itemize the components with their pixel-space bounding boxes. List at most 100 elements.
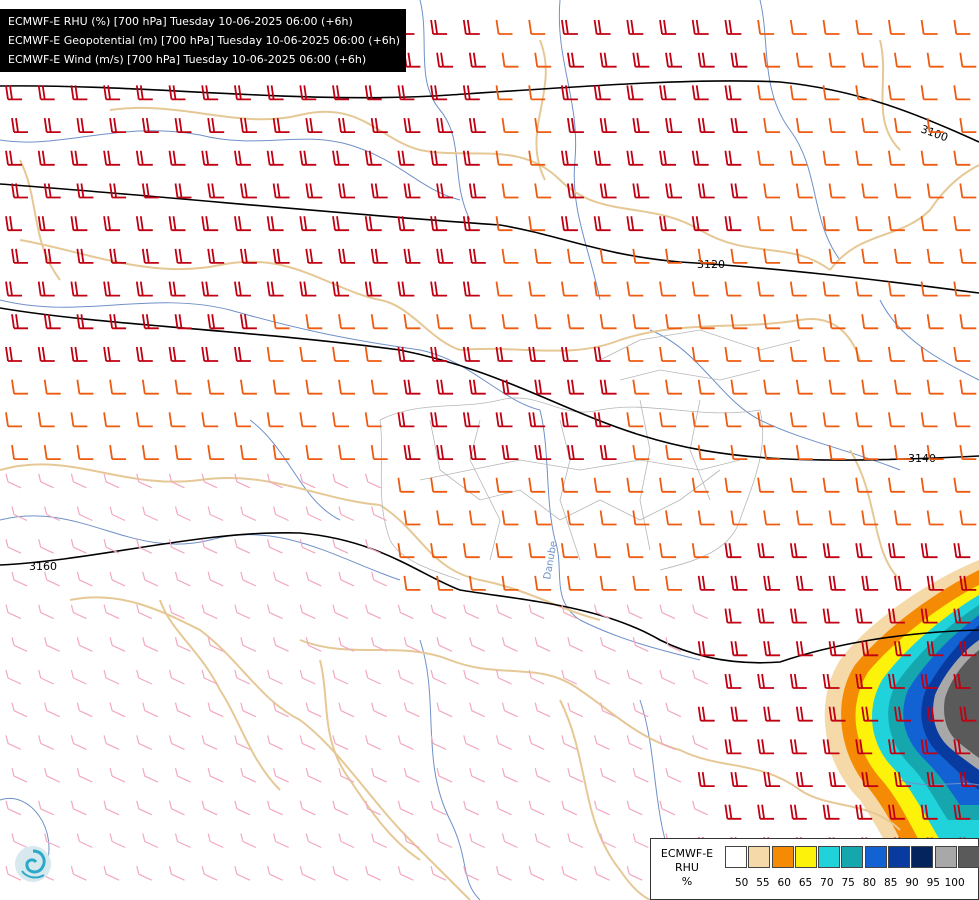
wind-barb <box>763 641 781 657</box>
wind-barb <box>828 706 846 722</box>
wind-barb <box>561 150 578 166</box>
wind-barb <box>5 539 22 554</box>
wind-barb <box>37 150 55 166</box>
wind-barb <box>724 673 742 689</box>
wind-barb <box>436 379 454 395</box>
wind-barb <box>632 379 650 395</box>
wind-barb <box>953 346 971 362</box>
wind-barb <box>305 314 323 330</box>
rhu-95 <box>944 650 979 758</box>
wind-barb <box>855 216 873 232</box>
wind-barb <box>822 673 840 689</box>
wind-barb <box>632 767 649 783</box>
wind-barb <box>697 379 715 395</box>
wind-barb <box>757 608 775 624</box>
wind-barb <box>142 506 159 522</box>
wind-barb <box>861 575 879 591</box>
wind-barb <box>5 216 22 232</box>
wind-barb <box>763 314 781 330</box>
wind-barb <box>103 346 121 362</box>
wind-barb <box>920 608 938 624</box>
wind-barb <box>528 281 546 297</box>
wind-barb <box>626 216 644 232</box>
wind-barb <box>697 183 715 199</box>
wind-barb <box>436 637 453 652</box>
wind-barb <box>926 444 944 460</box>
wind-barb <box>207 444 225 460</box>
wind-barb <box>528 543 546 559</box>
wind-barb <box>240 767 257 783</box>
wind-barb <box>403 52 421 68</box>
legend-tick: 70 <box>820 877 834 889</box>
wind-barb <box>103 216 121 232</box>
wind-barb <box>730 314 748 330</box>
wind-barb <box>926 706 944 722</box>
wind-barb <box>920 216 938 232</box>
wind-barb <box>76 314 94 330</box>
wind-barb <box>926 183 944 199</box>
wind-barb <box>136 473 153 489</box>
wind-barb <box>593 543 611 559</box>
wind-barb <box>397 604 414 620</box>
wind-barb <box>5 800 22 816</box>
wind-barb <box>599 183 617 199</box>
wind-barb <box>168 800 185 816</box>
wind-barb <box>730 771 748 787</box>
wind-barb <box>894 641 911 657</box>
wind-barb <box>789 216 807 232</box>
wind-barb <box>561 669 578 685</box>
wind-barb <box>665 52 682 68</box>
wind-barb <box>103 735 120 750</box>
wind-barb <box>795 314 813 330</box>
wind-barb <box>273 637 289 652</box>
wind-barb <box>730 248 748 264</box>
legend-swatch <box>794 846 817 868</box>
wind-barb <box>926 379 944 395</box>
wind-barb <box>462 543 480 559</box>
wind-barb <box>692 669 708 685</box>
wind-barb <box>789 150 807 166</box>
wind-barb <box>593 85 611 101</box>
wind-barb <box>959 183 977 199</box>
wind-barb <box>44 702 60 718</box>
wind-barb <box>822 804 840 820</box>
wind-barb <box>665 117 682 133</box>
wind-barb <box>272 183 290 199</box>
legend-swatch <box>864 846 887 868</box>
wind-barb <box>5 412 22 428</box>
wind-barb <box>266 281 284 297</box>
wind-barb <box>430 669 447 685</box>
wind-barb <box>789 281 807 297</box>
wind-barb <box>692 735 708 750</box>
rhu-legend: ECMWF-E RHU % 50 55 60 65 70 75 80 85 90 95 100 <box>650 838 979 900</box>
wind-barb <box>332 735 349 750</box>
wind-barb <box>207 379 225 395</box>
wind-barb <box>468 379 486 395</box>
wind-barb <box>397 735 414 750</box>
wind-barb <box>691 216 709 232</box>
wind-barb <box>953 281 971 297</box>
wind-barb <box>364 281 382 297</box>
wind-barb <box>436 314 454 330</box>
wind-barb <box>371 702 387 718</box>
wind-barb <box>757 150 775 166</box>
wind-barb <box>528 346 546 362</box>
wind-barb <box>240 248 257 264</box>
wind-barb <box>920 150 938 166</box>
wind-barb <box>567 833 584 849</box>
wind-barb <box>861 444 879 460</box>
wind-barb <box>332 150 349 166</box>
wind-barb <box>273 833 289 849</box>
wind-barb <box>665 702 682 718</box>
wind-barb <box>959 771 977 787</box>
wind-barb <box>926 575 944 591</box>
wind-barb <box>70 85 88 101</box>
wind-barb <box>207 183 225 199</box>
wind-barb <box>397 669 414 685</box>
wind-barb <box>534 314 552 330</box>
wind-barb <box>11 767 28 783</box>
wind-barb <box>463 669 480 685</box>
wind-barb <box>207 314 225 330</box>
contour-label-3100: 3100 <box>919 123 950 145</box>
wind-barb <box>501 314 519 330</box>
